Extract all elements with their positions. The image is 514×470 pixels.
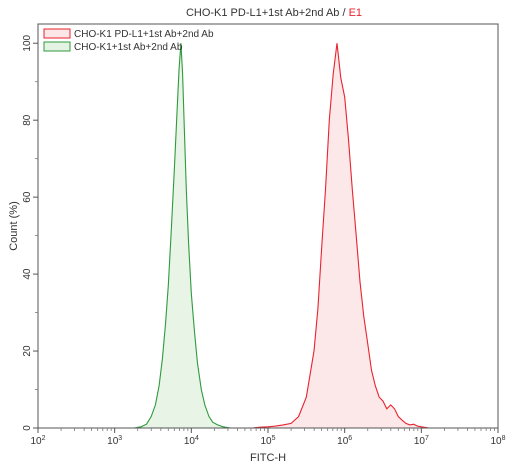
chart-title-main: CHO-K1 PD-L1+1st Ab+2nd Ab / (186, 7, 349, 19)
x-axis-title: FITC-H (250, 452, 286, 464)
series-line-0 (252, 43, 430, 429)
y-tick-label: 0 (22, 425, 33, 431)
x-axis: 102 103 104 105 106 107 108 (30, 428, 506, 447)
series-area-1 (134, 43, 231, 428)
series-layer (134, 43, 430, 429)
chart-title-gate: E1 (349, 7, 362, 19)
y-axis-title: Count (%) (8, 201, 20, 251)
x-tick-label: 106 (337, 435, 352, 447)
x-tick-label: 105 (260, 435, 275, 447)
legend: CHO-K1 PD-L1+1st Ab+2nd Ab CHO-K1+1st Ab… (43, 28, 214, 53)
y-tick-label: 100 (22, 34, 33, 51)
y-tick-label: 60 (22, 191, 33, 203)
legend-swatch-control (43, 41, 71, 52)
legend-label-control: CHO-K1+1st Ab+2nd Ab (74, 42, 183, 53)
y-tick-label: 20 (22, 345, 33, 357)
x-tick-label: 102 (30, 435, 45, 447)
x-tick-label: 108 (490, 435, 505, 447)
y-tick-label: 40 (22, 268, 33, 280)
plot-frame (37, 23, 499, 429)
x-tick-label: 103 (107, 435, 122, 447)
x-tick-label: 107 (414, 435, 429, 447)
series-area-0 (252, 43, 429, 428)
x-tick-label: 104 (184, 435, 199, 447)
legend-swatch-pdl1 (43, 28, 71, 39)
y-axis: 0 20 40 60 80 100 (22, 34, 38, 431)
legend-label-pdl1: CHO-K1 PD-L1+1st Ab+2nd Ab (74, 29, 214, 40)
y-tick-label: 80 (22, 114, 33, 126)
series-line-1 (134, 43, 231, 429)
chart-title: CHO-K1 PD-L1+1st Ab+2nd Ab / E1 (186, 7, 362, 19)
